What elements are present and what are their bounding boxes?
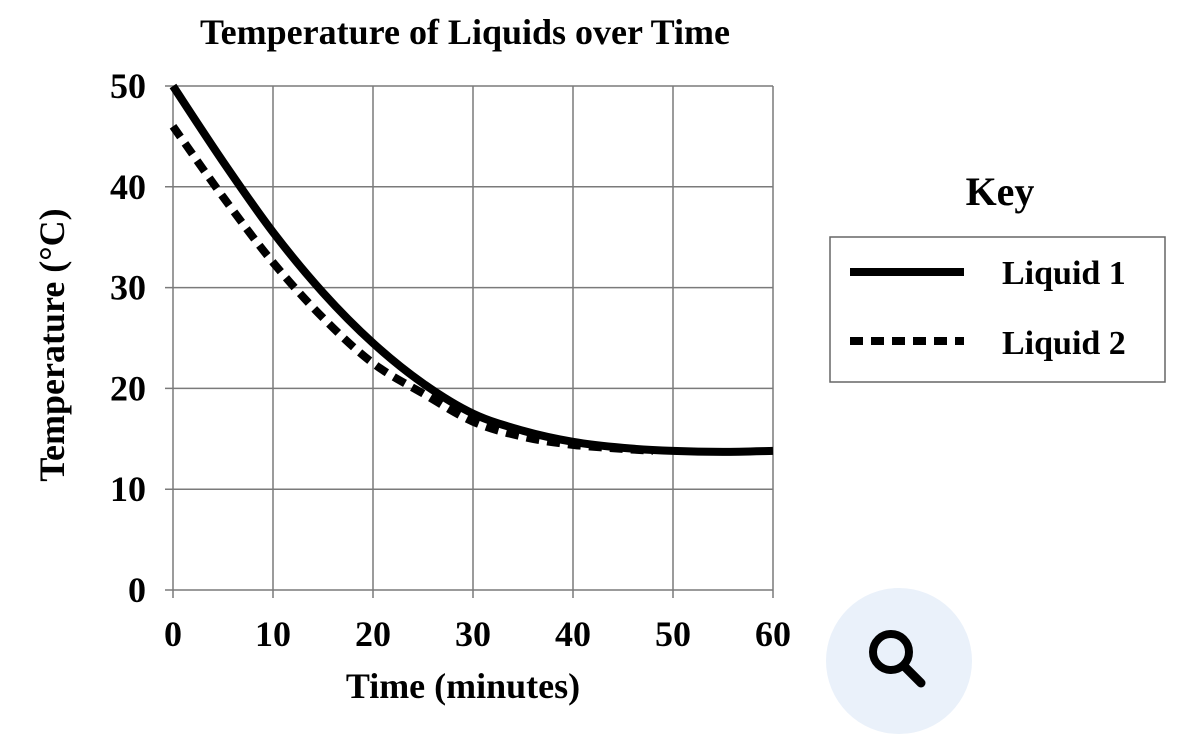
y-tick-label: 0 xyxy=(128,570,146,610)
x-tick-label: 40 xyxy=(555,614,591,654)
y-tick-label: 30 xyxy=(110,268,146,308)
legend-label-liquid-2: Liquid 2 xyxy=(1002,325,1126,362)
tick-labels: 0 10 20 30 40 50 60 0 10 20 30 40 50 xyxy=(110,66,791,654)
x-axis-label: Time (minutes) xyxy=(346,666,580,706)
chart-title: Temperature of Liquids over Time xyxy=(200,12,730,52)
x-tick-label: 20 xyxy=(355,614,391,654)
y-tick-label: 10 xyxy=(110,469,146,509)
magnifier-icon xyxy=(869,630,926,688)
y-tick-label: 40 xyxy=(110,167,146,207)
y-axis-label: Temperature (°C) xyxy=(32,208,72,481)
x-tick-label: 50 xyxy=(655,614,691,654)
legend-box xyxy=(829,236,1166,383)
legend-title: Key xyxy=(966,169,1035,214)
series-line-liquid-2 xyxy=(169,124,654,455)
series-group xyxy=(169,83,774,456)
legend-label-liquid-1: Liquid 1 xyxy=(1002,255,1126,292)
series-line-liquid-1 xyxy=(169,83,774,456)
x-tick-label: 30 xyxy=(455,614,491,654)
zoom-button[interactable] xyxy=(826,588,972,734)
y-tick-label: 20 xyxy=(110,368,146,408)
x-tick-label: 60 xyxy=(755,614,791,654)
y-tick-label: 50 xyxy=(110,66,146,106)
grid xyxy=(165,85,774,598)
x-tick-label: 0 xyxy=(164,614,182,654)
x-tick-label: 10 xyxy=(255,614,291,654)
